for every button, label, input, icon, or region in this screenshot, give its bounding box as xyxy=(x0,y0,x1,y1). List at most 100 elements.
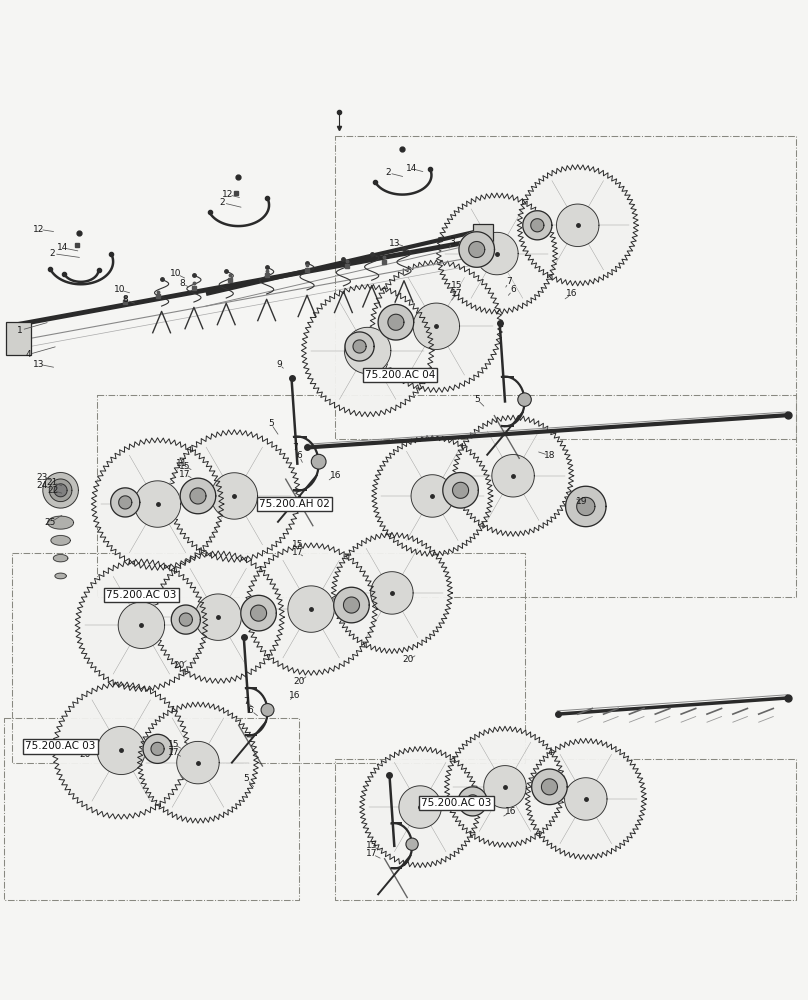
Polygon shape xyxy=(458,787,487,816)
Text: 5: 5 xyxy=(473,394,480,403)
Text: 15: 15 xyxy=(292,540,303,549)
Polygon shape xyxy=(48,516,74,529)
Text: 6: 6 xyxy=(296,451,302,460)
Polygon shape xyxy=(452,415,574,536)
Ellipse shape xyxy=(518,393,532,406)
Text: 17: 17 xyxy=(451,289,462,298)
Polygon shape xyxy=(523,211,552,240)
Text: 8: 8 xyxy=(179,279,185,288)
Polygon shape xyxy=(53,555,68,562)
Text: 14: 14 xyxy=(57,243,69,252)
Polygon shape xyxy=(75,559,208,691)
Text: 24: 24 xyxy=(36,481,48,490)
Text: 17: 17 xyxy=(366,849,377,858)
FancyBboxPatch shape xyxy=(473,224,493,250)
Polygon shape xyxy=(577,497,595,516)
Text: 75.200.AC 03: 75.200.AC 03 xyxy=(106,590,177,600)
Polygon shape xyxy=(345,332,374,361)
Ellipse shape xyxy=(406,838,419,850)
Polygon shape xyxy=(353,340,366,353)
Polygon shape xyxy=(517,165,638,286)
Text: 10: 10 xyxy=(114,285,125,294)
Polygon shape xyxy=(452,482,469,498)
Polygon shape xyxy=(360,746,481,868)
Text: 7: 7 xyxy=(292,443,298,452)
Polygon shape xyxy=(179,613,192,626)
Text: 15: 15 xyxy=(366,841,377,850)
Text: 12: 12 xyxy=(222,190,234,199)
Polygon shape xyxy=(43,473,78,508)
Polygon shape xyxy=(411,475,453,517)
Polygon shape xyxy=(134,481,181,527)
Polygon shape xyxy=(53,682,190,819)
Text: 6: 6 xyxy=(247,706,254,715)
FancyBboxPatch shape xyxy=(6,322,31,355)
Polygon shape xyxy=(370,260,503,393)
Text: 21: 21 xyxy=(47,478,58,487)
Polygon shape xyxy=(241,595,276,631)
Text: 13: 13 xyxy=(33,360,44,369)
Polygon shape xyxy=(177,741,219,784)
Polygon shape xyxy=(466,795,479,808)
Polygon shape xyxy=(469,242,485,258)
Polygon shape xyxy=(190,488,206,504)
Text: 12: 12 xyxy=(33,225,44,234)
Polygon shape xyxy=(372,435,493,557)
Text: 19: 19 xyxy=(576,497,587,506)
Polygon shape xyxy=(532,769,567,805)
Text: 5: 5 xyxy=(243,774,250,783)
Text: 20: 20 xyxy=(293,677,305,686)
Text: 2: 2 xyxy=(220,198,225,207)
Polygon shape xyxy=(531,219,544,232)
Text: 15: 15 xyxy=(168,740,179,749)
Text: 23: 23 xyxy=(36,473,48,482)
Polygon shape xyxy=(557,204,599,246)
Polygon shape xyxy=(378,304,414,340)
Text: 5: 5 xyxy=(267,419,274,428)
Polygon shape xyxy=(444,726,566,847)
Text: 2: 2 xyxy=(50,249,55,258)
Polygon shape xyxy=(171,605,200,634)
Text: 13: 13 xyxy=(389,239,400,248)
Polygon shape xyxy=(118,602,165,648)
Polygon shape xyxy=(51,536,70,545)
Polygon shape xyxy=(566,486,606,527)
Text: 10: 10 xyxy=(170,269,182,278)
Polygon shape xyxy=(180,478,216,514)
Ellipse shape xyxy=(311,454,326,469)
Polygon shape xyxy=(54,484,67,497)
Text: 20: 20 xyxy=(79,750,90,759)
Polygon shape xyxy=(245,543,377,675)
Text: 20: 20 xyxy=(174,661,185,670)
Polygon shape xyxy=(344,327,391,374)
Polygon shape xyxy=(111,488,140,517)
Polygon shape xyxy=(301,284,434,417)
Polygon shape xyxy=(168,430,301,562)
Text: 6: 6 xyxy=(510,285,516,294)
Polygon shape xyxy=(195,594,242,640)
Polygon shape xyxy=(492,455,534,497)
Text: 3: 3 xyxy=(449,237,456,246)
Text: 15: 15 xyxy=(179,462,190,471)
Text: 9: 9 xyxy=(276,360,282,369)
Polygon shape xyxy=(152,551,284,683)
Text: 8: 8 xyxy=(122,295,128,304)
Polygon shape xyxy=(55,573,66,579)
Polygon shape xyxy=(343,597,360,613)
Text: 1: 1 xyxy=(17,326,23,335)
Polygon shape xyxy=(399,786,441,828)
Text: 16: 16 xyxy=(289,691,301,700)
Polygon shape xyxy=(565,778,607,820)
Polygon shape xyxy=(119,496,132,509)
Polygon shape xyxy=(331,532,452,654)
Text: 17: 17 xyxy=(292,548,303,557)
Polygon shape xyxy=(137,702,259,823)
Text: 7: 7 xyxy=(243,698,250,706)
Polygon shape xyxy=(151,742,164,755)
Text: 75.200.AH 02: 75.200.AH 02 xyxy=(259,499,330,509)
Text: 18: 18 xyxy=(544,451,555,460)
Polygon shape xyxy=(288,586,335,632)
Polygon shape xyxy=(459,232,494,267)
Text: 22: 22 xyxy=(47,486,58,495)
Text: 16: 16 xyxy=(330,471,341,480)
